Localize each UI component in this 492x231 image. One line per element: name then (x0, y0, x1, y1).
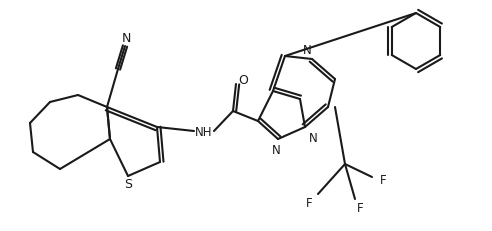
Text: S: S (124, 178, 132, 191)
Text: NH: NH (195, 125, 213, 138)
Text: N: N (272, 143, 280, 156)
Text: N: N (308, 131, 317, 144)
Text: O: O (238, 74, 248, 87)
Text: N: N (122, 31, 131, 44)
Text: F: F (380, 174, 386, 187)
Text: F: F (306, 197, 312, 210)
Text: N: N (303, 44, 311, 57)
Text: F: F (357, 202, 363, 215)
